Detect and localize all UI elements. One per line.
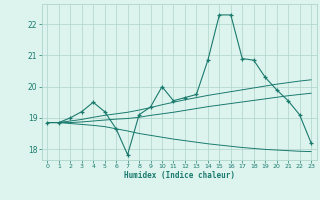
X-axis label: Humidex (Indice chaleur): Humidex (Indice chaleur) <box>124 171 235 180</box>
